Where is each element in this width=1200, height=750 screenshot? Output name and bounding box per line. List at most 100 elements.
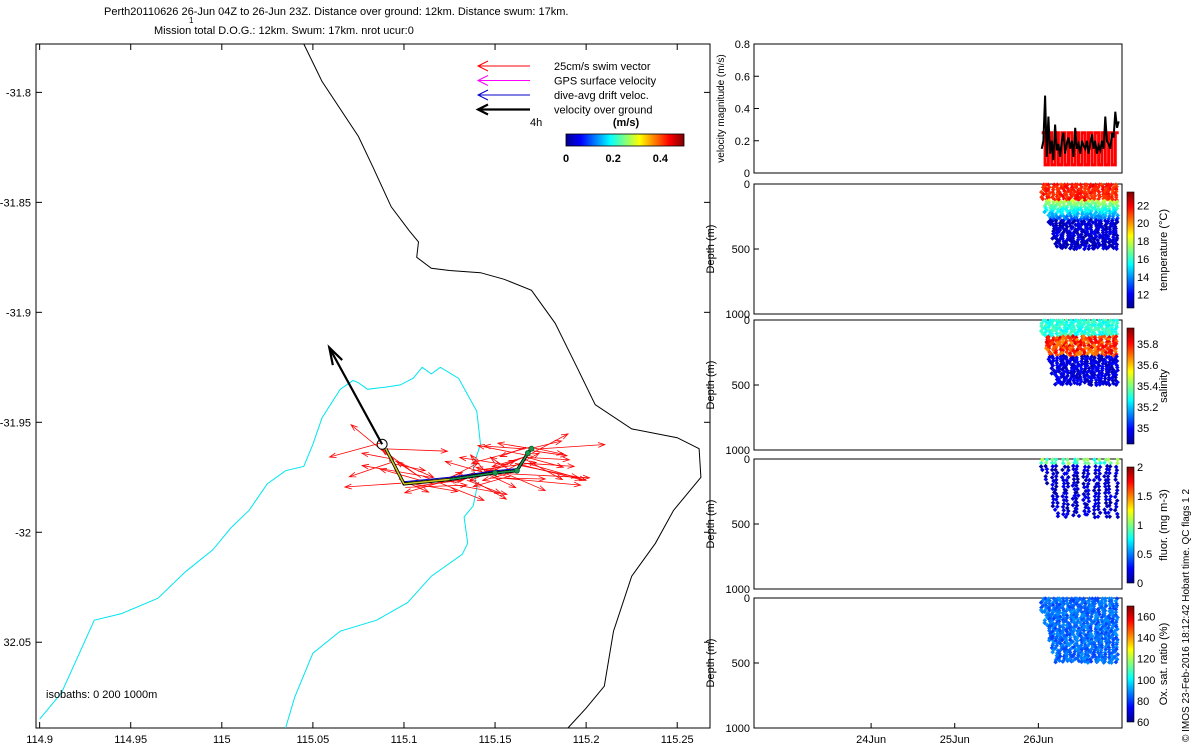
temperature-data-point [1098,218,1104,224]
track-position-marker [528,445,535,452]
fluorescence-data-point [1106,503,1112,509]
temperature-data-point [1050,189,1056,195]
swim-vector-arrowhead [418,466,427,472]
temperature-data-point [1083,200,1089,206]
salinity-data-point [1043,318,1048,323]
temperature-data-point [1065,242,1070,247]
oxygen-data-point [1088,659,1094,664]
fluorescence-data-point [1074,470,1080,476]
oxygen-colorbar-tick-label: 80 [1137,696,1149,708]
temperature-data-point [1110,216,1116,221]
oxygen-data-point [1085,643,1090,649]
salinity-data-point [1091,330,1097,336]
time-x-tick-label: 24Jun [856,734,886,746]
temperature-data-point [1052,204,1058,210]
swim-vector-arrowhead [440,448,449,454]
fluorescence-data-point [1053,463,1059,469]
temperature-data-point [1067,229,1072,234]
swim-vector-arrowhead [559,452,569,458]
fluorescence-data-point [1043,474,1048,479]
salinity-data-point [1091,343,1097,348]
oxygen-data-point [1061,622,1066,628]
temperature-data-point [1088,233,1094,238]
oxygen-data-point [1095,659,1100,664]
salinity-data-point [1114,324,1120,330]
temperature-data-point [1070,231,1076,236]
temperature-data-point [1075,211,1081,216]
oxygen-data-point [1088,628,1094,634]
temperature-data-point [1081,219,1087,224]
swim-vector-arrowhead [532,452,541,459]
isobath-200m-line [39,366,482,729]
oxygen-data-point [1102,651,1108,657]
salinity-data-point [1107,341,1113,347]
fluorescence-data-point [1112,494,1118,500]
swim-vector-arrowhead [475,466,484,472]
temperature-data-point [1070,224,1076,230]
temperature-colorbar-label: temperature (°C) [1158,209,1170,291]
velocity-y-tick-label: 0 [744,168,750,180]
swim-vector-arrow [525,456,564,468]
oxygen-data-point [1100,636,1105,642]
fluorescence-data-point [1091,477,1097,483]
temperature-data-point [1081,228,1087,234]
temperature-data-point [1084,182,1090,187]
oxygen-data-point [1051,640,1056,646]
swim-vector-arrowhead [395,460,404,468]
salinity-data-point [1081,338,1087,344]
fluorescence-data-point [1091,488,1097,493]
fluorescence-data-point [1086,505,1091,511]
header-line-1: Perth20110626 26-Jun 04Z to 26-Jun 23Z. … [104,6,569,18]
temperature-data-point [1090,184,1096,189]
oxygen-data-point [1091,640,1097,645]
temperature-data-point [1112,190,1118,196]
velocity-over-ground-arrow [328,346,384,445]
fluorescence-data-point [1086,488,1091,493]
legend-time-label: 4h [530,117,542,129]
swim-vector-arrow [525,433,569,458]
oxygen-colorbar-tick-label: 140 [1137,633,1155,645]
temperature-data-point [1059,225,1065,230]
fluorescence-data-point [1072,486,1077,492]
fluorescence-data-point [1084,502,1090,508]
fluorescence-data-point [1108,494,1114,499]
salinity-data-point [1046,324,1051,330]
oxygen-data-point [1070,639,1076,644]
temperature-data-point [1058,182,1064,187]
map-axes-frame [35,43,711,729]
oxygen-data-point [1057,658,1062,663]
velocity-y-axis-label: velocity magnitude (m/s) [716,54,727,162]
swim-vector-arrowhead [578,475,588,482]
track-position-marker [492,469,498,476]
temperature-data-point [1086,189,1092,194]
salinity-data-point [1071,378,1077,383]
oxygen-data-point [1076,651,1081,656]
oxygen-data-point [1102,613,1107,618]
salinity-data-point [1077,381,1083,387]
fluorescence-data-point [1075,457,1080,462]
temperature-data-point [1070,220,1076,226]
salinity-data-point [1096,323,1101,328]
temperature-data-point [1054,199,1060,205]
map-y-tick-label: -31.9 [6,307,31,319]
fluorescence-data-point [1092,484,1098,490]
temperature-data-point [1095,213,1101,219]
temperature-data-point [1083,233,1089,238]
temperature-data-point [1085,194,1090,199]
fluorescence-y-axis-label: Depth (m) [705,500,717,549]
swim-vector-arrowhead [556,462,565,469]
fluorescence-data-point [1086,509,1092,514]
fluorescence-colorbar-tick-label: 0.5 [1137,549,1152,561]
velocity-y-tick-label: 0.2 [735,136,750,148]
fluorescence-data-point [1064,498,1069,503]
temperature-data-point [1051,182,1057,187]
fluorescence-data-point [1071,512,1076,518]
swim-vector-arrowhead [444,460,453,466]
salinity-data-point [1096,340,1101,346]
fluorescence-data-point [1097,471,1103,476]
oxygen-data-point [1063,635,1069,641]
fluorescence-data-point [1084,484,1090,490]
oxygen-data-point [1055,631,1060,637]
salinity-data-point [1113,382,1119,387]
temperature-data-point [1091,196,1097,201]
